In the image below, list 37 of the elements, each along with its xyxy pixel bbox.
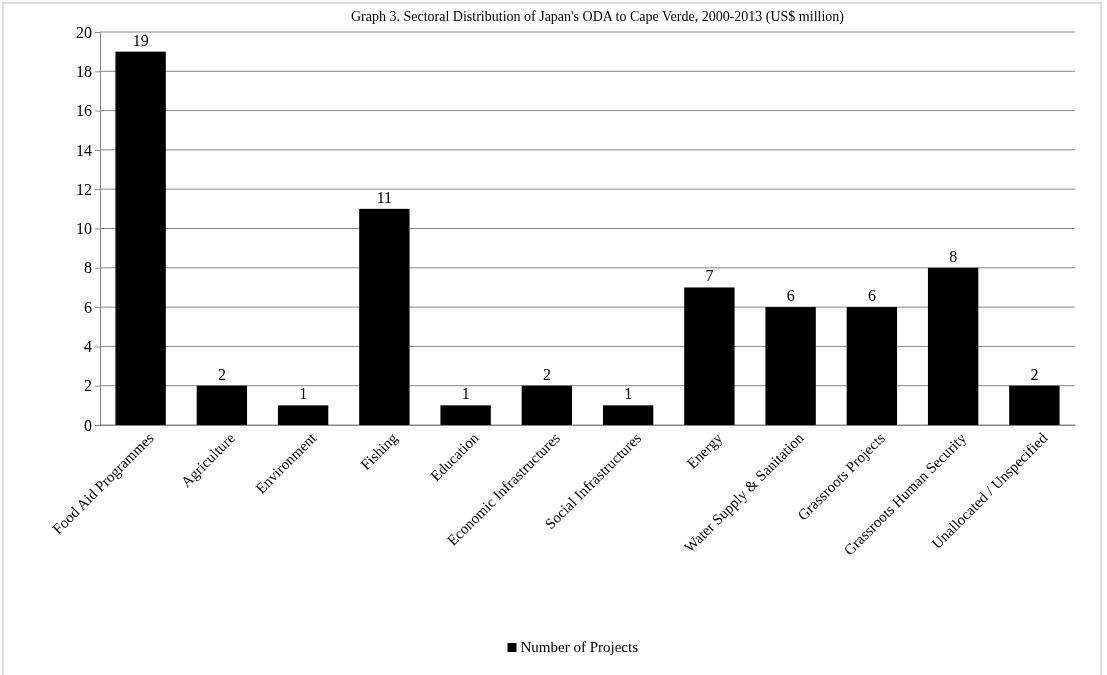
bar — [1009, 385, 1060, 425]
bar — [359, 208, 410, 425]
data-label: 2 — [542, 365, 551, 383]
data-label: 2 — [217, 365, 226, 383]
chart-title: Graph 3. Sectoral Distribution of Japan's ODA to Cape Verde, 2000-2013 (US$ million) — [351, 9, 845, 25]
data-label: 1 — [624, 385, 633, 403]
legend-label: Number of Projects — [520, 639, 639, 655]
data-label: 19 — [132, 31, 149, 49]
y-tick-label: 2 — [84, 377, 92, 395]
y-tick-label: 12 — [76, 180, 92, 198]
y-tick-label: 6 — [84, 298, 92, 316]
bar — [115, 51, 166, 425]
bar — [927, 267, 979, 425]
data-label: 6 — [867, 287, 876, 305]
bar — [277, 405, 329, 425]
bar — [765, 307, 816, 425]
bar — [684, 287, 735, 425]
data-label: 2 — [1030, 365, 1039, 383]
data-label: 1 — [461, 385, 470, 403]
bar — [521, 385, 573, 425]
data-label: 8 — [949, 247, 958, 265]
y-tick-label: 18 — [76, 62, 92, 80]
y-tick-label: 20 — [76, 23, 92, 41]
data-label: 6 — [786, 287, 795, 305]
y-tick-label: 8 — [84, 259, 92, 277]
data-label: 1 — [299, 385, 308, 403]
bar — [602, 405, 654, 425]
y-tick-label: 4 — [84, 338, 92, 356]
data-label: 7 — [705, 267, 714, 285]
y-tick-label: 16 — [76, 102, 92, 120]
data-label: 11 — [376, 188, 393, 206]
y-tick-label: 0 — [84, 416, 92, 434]
bar — [196, 385, 248, 425]
y-tick-label: 14 — [76, 141, 92, 159]
y-tick-label: 10 — [76, 220, 92, 238]
bar — [846, 307, 898, 425]
bar — [440, 405, 491, 425]
